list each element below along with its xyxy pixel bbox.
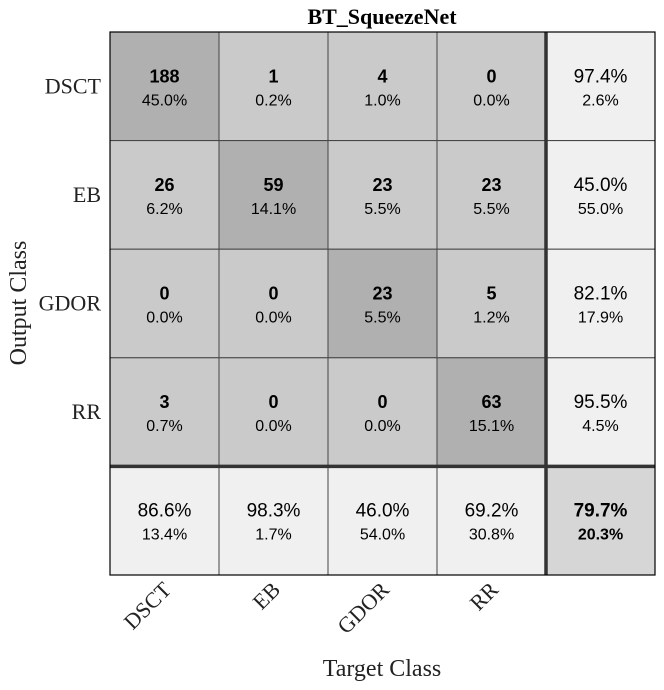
cell-0-1 [218,31,329,142]
column-summary-3-correct: 69.2% [465,501,519,522]
column-summary-3 [436,465,547,576]
cell-2-2 [327,248,438,359]
y-tick-label-dsct: DSCT [45,73,102,98]
cell-0-3-count: 0 [486,66,496,86]
cell-0-2-percent: 1.0% [364,92,400,109]
x-tick-labels: DSCT EB GDOR RR [119,576,504,638]
x-axis-label: Target Class [323,656,442,682]
cell-1-2-percent: 5.5% [364,201,400,218]
x-tick-label-gdor: GDOR [332,577,394,639]
row-summary-1-correct: 45.0% [574,175,628,196]
column-summary-3-error: 30.8% [469,527,514,544]
cell-3-1-percent: 0.0% [255,418,291,435]
cell-2-3 [436,248,547,359]
cell-3-3-percent: 15.1% [469,418,514,435]
row-summary-0-correct: 97.4% [574,66,628,87]
cell-2-0-percent: 0.0% [146,310,182,327]
column-summary-0-correct: 86.6% [138,501,192,522]
cell-0-1-percent: 0.2% [255,92,291,109]
x-tick-label-dsct: DSCT [119,576,177,634]
row-summary-1-error: 55.0% [578,201,623,218]
cell-2-2-count: 23 [372,284,392,304]
cell-2-1 [218,248,329,359]
column-summary-1-error: 1.7% [255,527,291,544]
row-summary-2 [545,248,656,359]
cell-2-3-percent: 1.2% [473,310,509,327]
column-summary-2-correct: 46.0% [356,501,410,522]
cell-0-2-count: 4 [377,66,387,86]
chart-title: BT_SqueezeNet [307,4,457,29]
cell-3-3 [436,357,547,467]
cell-3-1-count: 0 [268,392,278,412]
cell-3-1 [218,357,329,467]
column-summary-0 [109,465,220,576]
cell-0-1-count: 1 [268,66,278,86]
column-summary-0-error: 13.4% [142,527,187,544]
cell-2-0 [109,248,220,359]
y-axis-label: Output Class [6,241,32,366]
cell-0-0 [109,31,220,142]
overall-accuracy-cell [545,465,656,576]
y-tick-labels: DSCT EB GDOR RR [39,73,102,424]
cell-2-1-percent: 0.0% [255,310,291,327]
row-summary-1 [545,140,656,250]
cell-1-1-percent: 14.1% [251,201,296,218]
cell-0-3 [436,31,547,142]
cell-1-0 [109,140,220,250]
cell-1-1 [218,140,329,250]
cell-3-3-count: 63 [481,392,501,412]
cell-1-3-count: 23 [481,175,501,195]
cell-1-3-percent: 5.5% [473,201,509,218]
y-tick-label-gdor: GDOR [39,291,102,316]
column-summary-2 [327,465,438,576]
row-summary-2-correct: 82.1% [574,284,628,305]
row-summary-3-error: 4.5% [582,418,618,435]
x-tick-label-eb: EB [247,577,285,615]
cell-0-0-percent: 45.0% [142,92,187,109]
row-summary-0-error: 2.6% [582,92,618,109]
cell-1-3 [436,140,547,250]
cell-3-0-percent: 0.7% [146,418,182,435]
cell-0-3-percent: 0.0% [473,92,509,109]
cell-1-1-count: 59 [263,175,283,195]
cell-0-0-count: 188 [149,66,179,86]
cell-1-0-count: 26 [154,175,174,195]
matrix-grid: 188 45.0% 1 0.2% 4 1.0% 0 0.0% 26 6.2% 59 14.1% 23 5.… [109,31,656,576]
y-tick-label-rr: RR [72,399,102,424]
cell-2-3-count: 5 [486,284,496,304]
cell-1-2-count: 23 [372,175,392,195]
cell-3-2-count: 0 [377,392,387,412]
matrix-border [109,31,656,576]
cell-2-1-count: 0 [268,284,278,304]
cell-2-2-percent: 5.5% [364,310,400,327]
column-summary-1-correct: 98.3% [247,501,301,522]
column-summary-1 [218,465,329,576]
column-summary-2-error: 54.0% [360,527,405,544]
y-tick-label-eb: EB [73,182,101,207]
overall-accuracy-correct: 79.7% [574,501,628,522]
x-tick-label-rr: RR [465,577,504,616]
cell-1-0-percent: 6.2% [146,201,182,218]
cell-3-2-percent: 0.0% [364,418,400,435]
overall-accuracy-error: 20.3% [578,527,623,544]
cell-3-0-count: 3 [159,392,169,412]
row-summary-0 [545,31,656,142]
row-summary-3-correct: 95.5% [574,392,628,413]
cell-2-0-count: 0 [159,284,169,304]
row-summary-2-error: 17.9% [578,310,623,327]
